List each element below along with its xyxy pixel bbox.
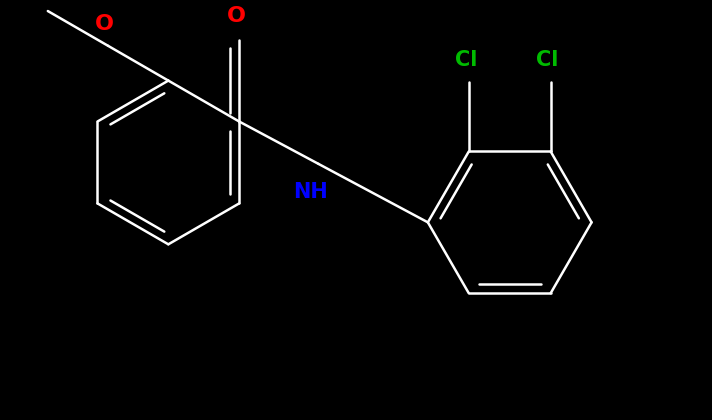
- Text: O: O: [226, 6, 246, 26]
- Text: O: O: [95, 14, 114, 34]
- Text: Cl: Cl: [455, 50, 477, 70]
- Text: Cl: Cl: [536, 50, 559, 70]
- Text: NH: NH: [293, 182, 328, 202]
